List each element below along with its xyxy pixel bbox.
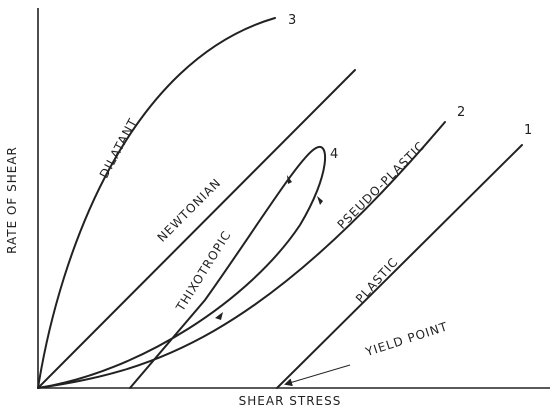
direction-arrow [215, 312, 223, 320]
dilatant-curve [37, 17, 276, 389]
annotation: YIELD POINT [363, 319, 450, 359]
curve-label: NEWTONIAN [155, 176, 224, 245]
pseudo-plastic-curve [37, 121, 446, 389]
y-axis-label: RATE OF SHEAR [5, 146, 19, 254]
yield-point-arrow [284, 364, 351, 387]
curve-number: 2 [457, 105, 465, 120]
curve-number: 1 [524, 123, 532, 138]
direction-arrow [317, 196, 323, 205]
curve-label: PSEUDO-PLASTIC [335, 139, 428, 232]
plastic-curve [276, 144, 523, 389]
x-axis-label: SHEAR STRESS [239, 394, 342, 408]
curve-label: PLASTIC [353, 255, 401, 306]
curve-label: DILATANT [97, 116, 140, 181]
curve-number: 4 [330, 147, 338, 162]
thixotropic-curve [37, 145, 326, 389]
newtonian-curve [37, 69, 356, 389]
curve-number: 3 [288, 13, 296, 28]
direction-arrow [287, 175, 292, 184]
